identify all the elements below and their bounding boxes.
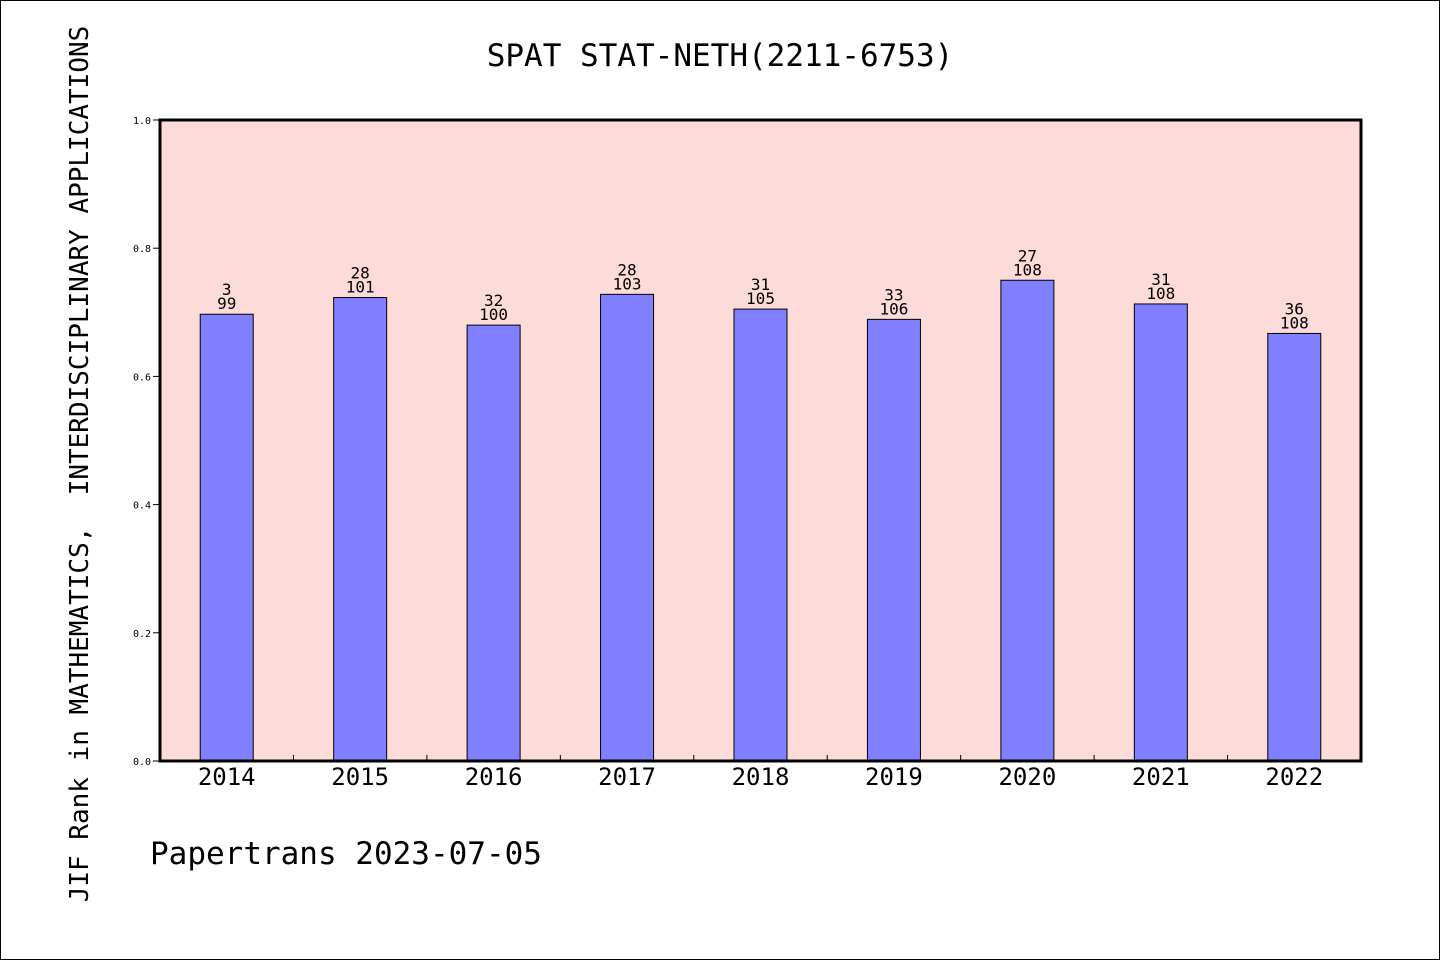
plot-border: [158, 118, 1363, 763]
bar-total-label-2022: 108: [1280, 313, 1309, 332]
bar-total-label-2021: 108: [1146, 284, 1175, 303]
x-tick-label-2022: 2022: [1265, 763, 1323, 791]
bars-layer: [199, 279, 1322, 762]
bar-2017: [600, 293, 655, 762]
x-tick-label-2019: 2019: [865, 763, 923, 791]
bar-total-label-2018: 105: [746, 289, 775, 308]
bar-rank-label-2015: 28: [351, 264, 370, 283]
bar-2014: [199, 313, 254, 762]
x-tick-label-2016: 2016: [465, 763, 523, 791]
y-tick-label: 1.0: [133, 116, 151, 127]
bar-rank-label-2020: 27: [1018, 246, 1037, 265]
x-ticks-layer: 2014 2015 2016 2017 2018 2019 2020 2021 2022: [198, 755, 1323, 791]
bar-2022: [1267, 332, 1322, 762]
bar-2020: [1000, 279, 1055, 762]
x-tick-label-2020: 2020: [998, 763, 1056, 791]
bar-rank-label-2021: 31: [1151, 270, 1170, 289]
y-tick-label: 0.2: [133, 629, 151, 640]
bar-2019: [866, 318, 921, 762]
bar-total-label-2015: 101: [346, 278, 375, 297]
bar-total-label-2014: 99: [217, 294, 236, 313]
bar-2021: [1133, 303, 1188, 762]
x-tick-label-2017: 2017: [598, 763, 656, 791]
bar-rank-label-2019: 33: [884, 285, 903, 304]
bar-total-label-2016: 100: [479, 305, 508, 324]
y-tick-label: 0.8: [133, 244, 151, 255]
y-axis-label: JIF Rank in MATHEMATICS, INTERDISCIPLINA…: [65, 26, 95, 903]
bar-rank-label-2022: 36: [1285, 299, 1304, 318]
bar-total-label-2019: 106: [879, 299, 908, 318]
x-tick-label-2015: 2015: [331, 763, 389, 791]
y-tick-label: 0.0: [133, 757, 151, 768]
bar-total-label-2017: 103: [613, 274, 642, 293]
x-tick-label-2018: 2018: [732, 763, 790, 791]
x-tick-label-2014: 2014: [198, 763, 256, 791]
y-tick-label: 0.6: [133, 372, 151, 383]
bar-2016: [466, 324, 521, 762]
chart-title: SPAT STAT-NETH(2211-6753): [487, 38, 954, 74]
bar-2018: [733, 308, 788, 762]
bar-rank-label-2016: 32: [484, 291, 503, 310]
bar-total-label-2020: 108: [1013, 260, 1042, 279]
footer-credit: Papertrans 2023-07-05: [150, 836, 542, 872]
y-ticks-layer: 0.0 0.2 0.4 0.6 0.8 1.0: [133, 116, 160, 768]
x-tick-label-2021: 2021: [1132, 763, 1190, 791]
bar-2015: [333, 297, 388, 762]
bar-rank-label-2014: 3: [222, 280, 232, 299]
bar-rank-label-2018: 31: [751, 275, 770, 294]
bar-rank-label-2017: 28: [617, 260, 636, 279]
y-tick-label: 0.4: [133, 501, 151, 512]
